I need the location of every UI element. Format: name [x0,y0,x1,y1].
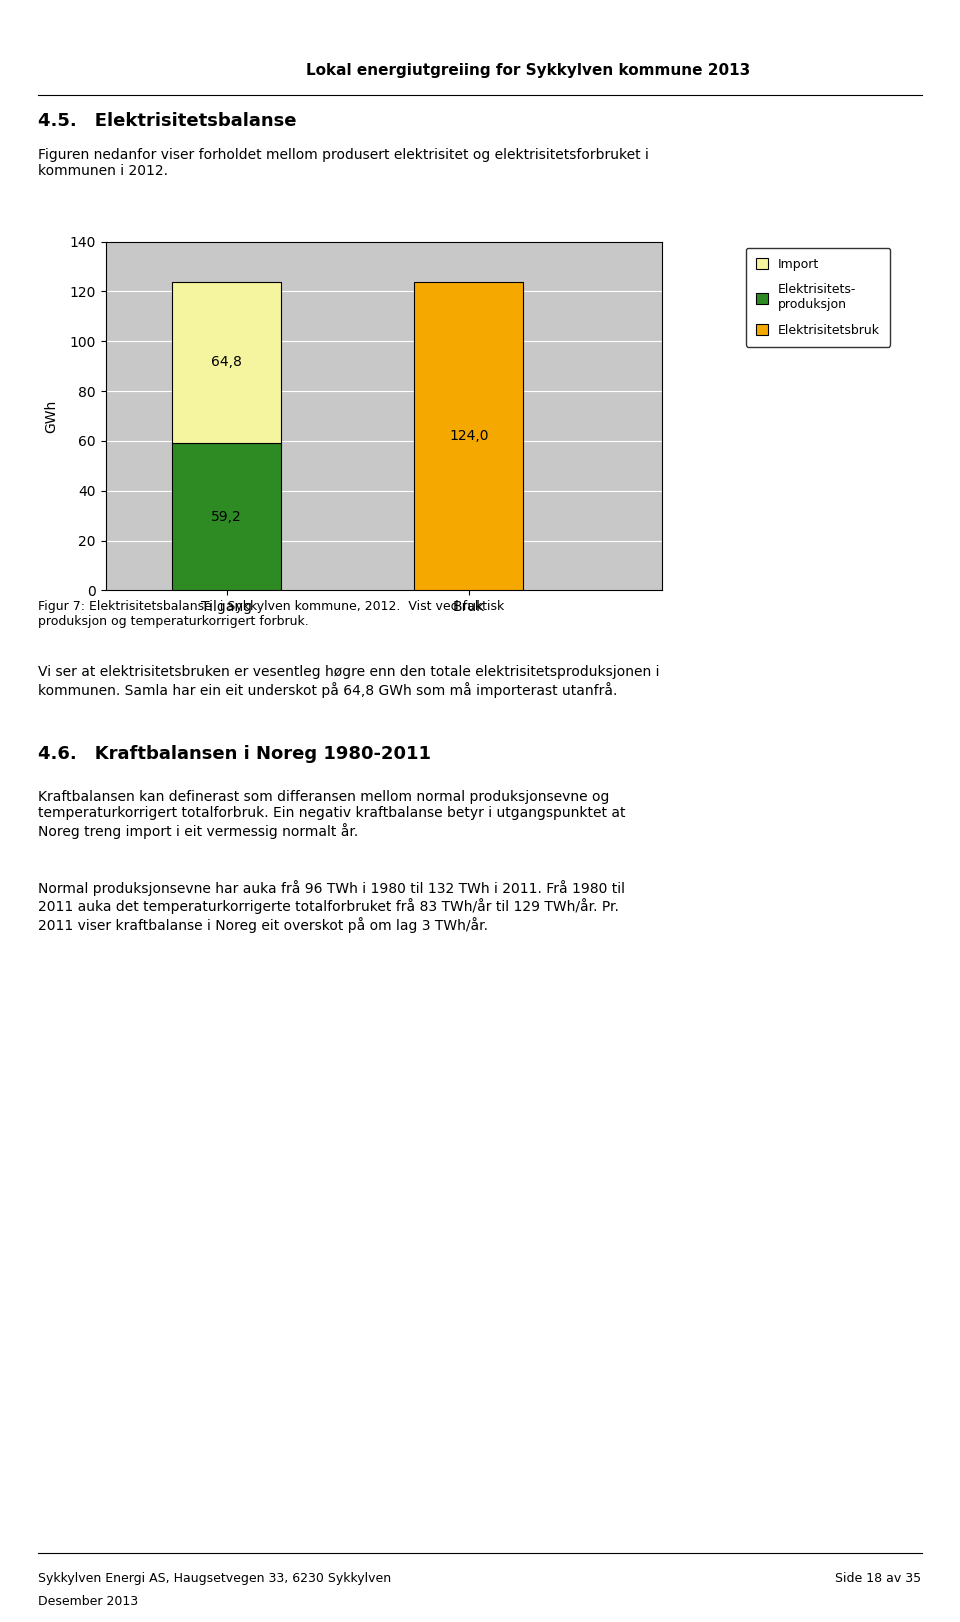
Text: 4.6. Kraftbalansen i Noreg 1980-2011: 4.6. Kraftbalansen i Noreg 1980-2011 [38,744,431,762]
Bar [172,443,281,590]
Text: Normal produksjonsevne har auka frå 96 TWh i 1980 til 132 TWh i 2011. Frå 1980 t: Normal produksjonsevne har auka frå 96 T… [38,881,625,933]
Text: Figur 7: Elektrisitetsbalanse  i Sykkylven kommune, 2012.  Vist ved faktisk
prod: Figur 7: Elektrisitetsbalanse i Sykkylve… [38,600,505,628]
Bar [415,282,523,590]
Text: 64,8: 64,8 [211,355,242,370]
Text: 124,0: 124,0 [449,428,489,443]
Text: Side 18 av 35: Side 18 av 35 [835,1572,922,1585]
Text: Vi ser at elektrisitetsbruken er vesentleg høgre enn den totale elektrisitetspro: Vi ser at elektrisitetsbruken er vesentl… [38,665,660,697]
Text: Figuren nedanfor viser forholdet mellom produsert elektrisitet og elektrisitetsf: Figuren nedanfor viser forholdet mellom … [38,148,649,178]
Legend: Import, Elektrisitets-
produksjon, Elektrisitetsbruk: Import, Elektrisitets- produksjon, Elekt… [746,248,890,347]
Text: Lokal energiutgreiing for Sykkylven kommune 2013: Lokal energiutgreiing for Sykkylven komm… [306,63,750,78]
Text: 4.5. Elektrisitetsbalanse: 4.5. Elektrisitetsbalanse [38,112,297,130]
Text: Desember 2013: Desember 2013 [38,1594,138,1607]
Bar [172,282,281,443]
Y-axis label: GWh: GWh [44,399,59,433]
Text: Sykkylven Energi AS, Haugsetvegen 33, 6230 Sykkylven: Sykkylven Energi AS, Haugsetvegen 33, 62… [38,1572,392,1585]
Text: Kraftbalansen kan definerast som differansen mellom normal produksjonsevne og
te: Kraftbalansen kan definerast som differa… [38,790,626,839]
Text: 59,2: 59,2 [211,509,242,524]
